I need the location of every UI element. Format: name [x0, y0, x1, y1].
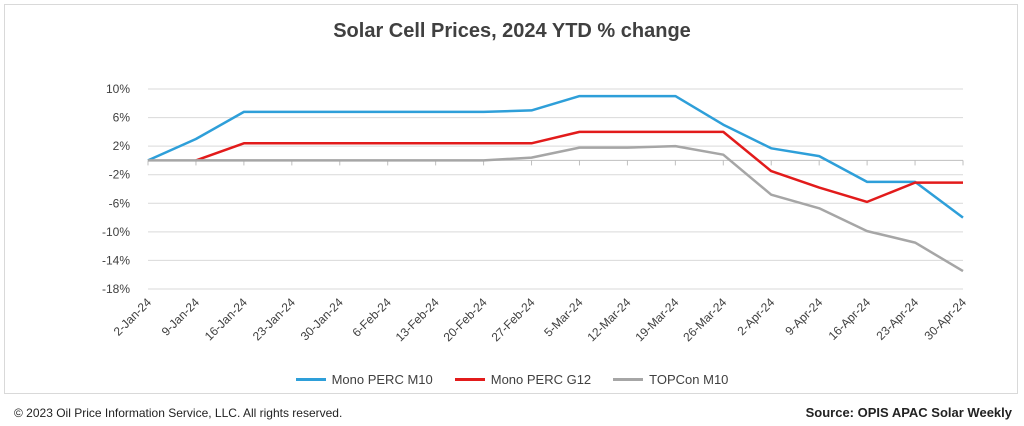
legend-item-topcon-m10: TOPCon M10: [613, 372, 728, 387]
x-axis: 2-Jan-24 9-Jan-24 16-Jan-24 23-Jan-24 30-Jan…: [111, 159, 969, 344]
legend-swatch-topcon-m10: [613, 378, 644, 381]
y-tick-label: -18%: [102, 282, 130, 296]
x-tick-label: 5-Mar-24: [541, 295, 586, 340]
x-tick-label: 20-Feb-24: [441, 295, 490, 344]
series-line-topcon-m10: [148, 144, 964, 273]
x-tick-label: 16-Apr-24: [826, 295, 874, 343]
x-tick-label: 13-Feb-24: [393, 295, 442, 344]
y-tick-label: 10%: [106, 82, 130, 96]
x-tick-label: 23-Jan-24: [250, 295, 298, 343]
chart-frame: [4, 4, 1018, 394]
y-tick-label: -2%: [109, 168, 131, 182]
x-tick-label: 23-Apr-24: [874, 295, 922, 343]
x-tick-label: 2-Apr-24: [734, 295, 777, 338]
x-tick-label: 26-Mar-24: [680, 295, 729, 344]
y-tick-label: -6%: [109, 196, 131, 210]
x-tick-label: 19-Mar-24: [632, 295, 681, 344]
legend-item-mono-perc-m10: Mono PERC M10: [295, 372, 433, 387]
x-tick-label: 9-Apr-24: [782, 295, 825, 338]
legend-label-topcon-m10: TOPCon M10: [649, 372, 729, 387]
legend-swatch-mono-perc-m10: [295, 378, 326, 381]
x-tick-label: 30-Apr-24: [921, 295, 969, 343]
x-tick-label: 16-Jan-24: [202, 295, 250, 343]
x-tick-label: 6-Feb-24: [349, 295, 394, 340]
y-tick-label: -14%: [102, 253, 130, 267]
y-axis-ticks: 10% 6% 2% -2% -6% -10% -14% -18%: [102, 82, 130, 296]
x-tick-label: 30-Jan-24: [298, 295, 346, 343]
legend-swatch-mono-perc-g12: [454, 378, 485, 381]
copyright-text: © 2023 Oil Price Information Service, LL…: [14, 406, 343, 420]
series-line-mono-perc-g12: [195, 130, 963, 204]
x-tick-label: 27-Feb-24: [489, 295, 538, 344]
series-lines: [147, 94, 964, 273]
series-line-mono-perc-m10: [147, 94, 964, 219]
legend-item-mono-perc-g12: Mono PERC G12: [454, 372, 592, 387]
x-tick-label: 9-Jan-24: [159, 295, 203, 339]
x-tick-label: 12-Mar-24: [584, 295, 633, 344]
y-tick-label: -10%: [102, 225, 130, 239]
source-text: Source: OPIS APAC Solar Weekly: [805, 405, 1012, 420]
y-tick-label: 6%: [113, 111, 131, 125]
y-tick-label: 2%: [113, 139, 131, 153]
legend: Mono PERC M10 Mono PERC G12 TOPCon M10: [0, 372, 1024, 387]
gridlines: [148, 88, 963, 290]
chart-title: Solar Cell Prices, 2024 YTD % change: [333, 20, 691, 42]
legend-label-mono-perc-m10: Mono PERC M10: [331, 372, 433, 387]
legend-label-mono-perc-g12: Mono PERC G12: [490, 372, 592, 387]
x-tick-label: 2-Jan-24: [111, 295, 155, 339]
